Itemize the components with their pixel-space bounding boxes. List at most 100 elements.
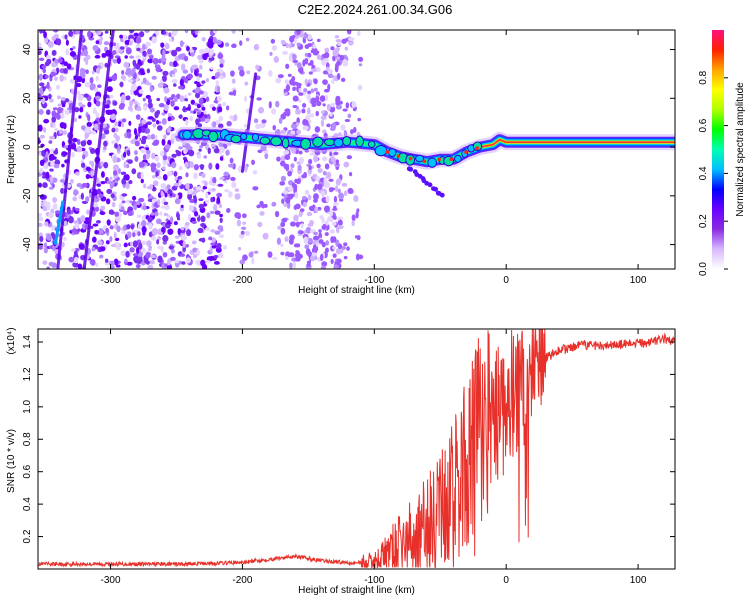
heatmap-noise-cell: [326, 172, 332, 179]
heatmap-noise-cell: [95, 112, 100, 119]
heatmap-noise-cell: [50, 121, 54, 128]
heatmap-noise-cell: [290, 221, 297, 227]
heatmap-noise-cell: [141, 226, 147, 234]
heatmap-noise-cell: [193, 210, 199, 217]
heatmap-noise-cell: [157, 255, 163, 263]
heatmap-noise-cell: [210, 242, 216, 246]
heatmap-noise-cell: [151, 227, 158, 236]
heatmap-noise-cell: [333, 205, 337, 209]
heatmap-noise-cell: [167, 228, 174, 235]
heatmap-noise-cell: [316, 100, 322, 107]
heatmap-streak: [240, 72, 258, 173]
y-axis-label: Frequency (Hz): [6, 115, 17, 184]
heatmap-noise-cell: [272, 124, 276, 131]
heatmap-noise-cell: [332, 253, 337, 258]
ridge-blob: [300, 137, 312, 150]
heatmap-noise-cell: [122, 34, 126, 42]
heatmap-noise-cell: [150, 162, 157, 169]
heatmap-noise-cell: [125, 71, 131, 76]
heatmap-noise-cell: [182, 105, 186, 113]
heatmap-noise-cell: [211, 244, 217, 249]
heatmap-noise-cell: [75, 171, 80, 176]
heatmap-noise-cell: [198, 148, 202, 152]
heatmap-noise-cell: [295, 108, 301, 115]
heatmap-noise-cell: [225, 149, 230, 156]
heatmap-noise-cell: [173, 259, 180, 264]
colorbar: [712, 30, 724, 269]
heatmap-noise-cell: [196, 154, 202, 159]
heatmap-noise-cell: [148, 55, 154, 59]
heatmap-noise-cell: [132, 240, 138, 248]
heatmap-noise-cell: [322, 79, 328, 85]
heatmap-noise-cell: [271, 45, 278, 51]
heatmap-noise-cell: [335, 248, 342, 255]
heatmap-noise-cell: [336, 73, 341, 80]
heatmap-noise-cell: [111, 127, 116, 133]
heatmap-noise-cell: [64, 109, 70, 116]
heatmap-noise-cell: [356, 235, 361, 241]
ridge-blob: [387, 148, 397, 158]
heatmap-noise-cell: [322, 129, 327, 134]
heatmap-noise-cell: [236, 219, 242, 227]
heatmap-noise-cell: [286, 253, 292, 258]
x-tick-label: -200: [232, 575, 252, 586]
heatmap-noise-cell: [228, 163, 234, 168]
heatmap-noise-cell: [217, 53, 224, 60]
heatmap-noise-cell: [308, 119, 312, 124]
heatmap-noise-cell: [128, 30, 135, 34]
heatmap-noise-cell: [180, 253, 186, 257]
heatmap-noise-cell: [158, 103, 165, 108]
bottom-axes: -300 -200 -100 0 100 0.2 0.4 0.6 0.8 1.0 1.2 1.4 Hei…: [6, 327, 675, 596]
heatmap-noise-cell: [46, 266, 51, 269]
heatmap-noise-cell: [92, 44, 99, 51]
heatmap-noise-cell: [41, 171, 47, 177]
heatmap-noise-cell: [123, 151, 127, 158]
heatmap-noise-cell: [134, 134, 138, 140]
heatmap-noise-cell: [44, 157, 49, 162]
heatmap-noise-cell: [178, 179, 182, 186]
heatmap-noise-cell: [147, 97, 152, 105]
heatmap-noise-cell: [320, 119, 325, 127]
heatmap-noise-cell: [229, 157, 234, 164]
heatmap-noise-cell: [309, 219, 314, 226]
heatmap-noise-cell: [296, 180, 301, 185]
heatmap-noise-cell: [317, 256, 321, 262]
heatmap-noise-cell: [162, 234, 169, 243]
heatmap-noise-cell: [271, 108, 277, 115]
heatmap-noise-cell: [161, 118, 167, 125]
heatmap-noise-cell: [140, 220, 147, 227]
heatmap-noise-cell: [76, 90, 81, 96]
heatmap-noise-cell: [285, 42, 289, 48]
heatmap-noise-cell: [207, 147, 211, 155]
heatmap-noise-cell: [162, 49, 166, 57]
heatmap-noise-cell: [95, 95, 101, 101]
heatmap-noise-cell: [145, 260, 150, 265]
heatmap-noise-cell: [153, 139, 160, 146]
heatmap-noise-cell: [219, 156, 224, 161]
heatmap-noise-cell: [90, 160, 95, 169]
heatmap-noise-cell: [298, 87, 302, 93]
heatmap-noise-cell: [346, 155, 353, 160]
heatmap-noise-cell: [184, 161, 189, 168]
heatmap-noise-cell: [141, 127, 146, 133]
heatmap-noise-cell: [223, 171, 230, 177]
heatmap-noise-cell: [285, 255, 289, 260]
heatmap-noise-cell: [105, 198, 111, 205]
ridge-blob: [324, 138, 336, 147]
heatmap-noise-cell: [39, 194, 46, 200]
heatmap-noise-cell: [149, 107, 155, 113]
heatmap-noise-cell: [111, 140, 116, 144]
heatmap-noise-cell: [184, 30, 189, 34]
heatmap-noise-cell: [334, 185, 339, 193]
heatmap-noise-cell: [120, 171, 127, 176]
heatmap-noise-cell: [304, 44, 310, 49]
heatmap-noise-cell: [216, 85, 221, 93]
heatmap-noise-cell: [138, 89, 144, 94]
heatmap-noise-cell: [53, 30, 59, 33]
heatmap-noise-cell: [194, 30, 198, 36]
heatmap-noise-cell: [59, 179, 66, 183]
heatmap-noise-cell: [311, 246, 318, 255]
heatmap-noise-cell: [126, 149, 131, 157]
heatmap-noise-cell: [332, 236, 337, 243]
